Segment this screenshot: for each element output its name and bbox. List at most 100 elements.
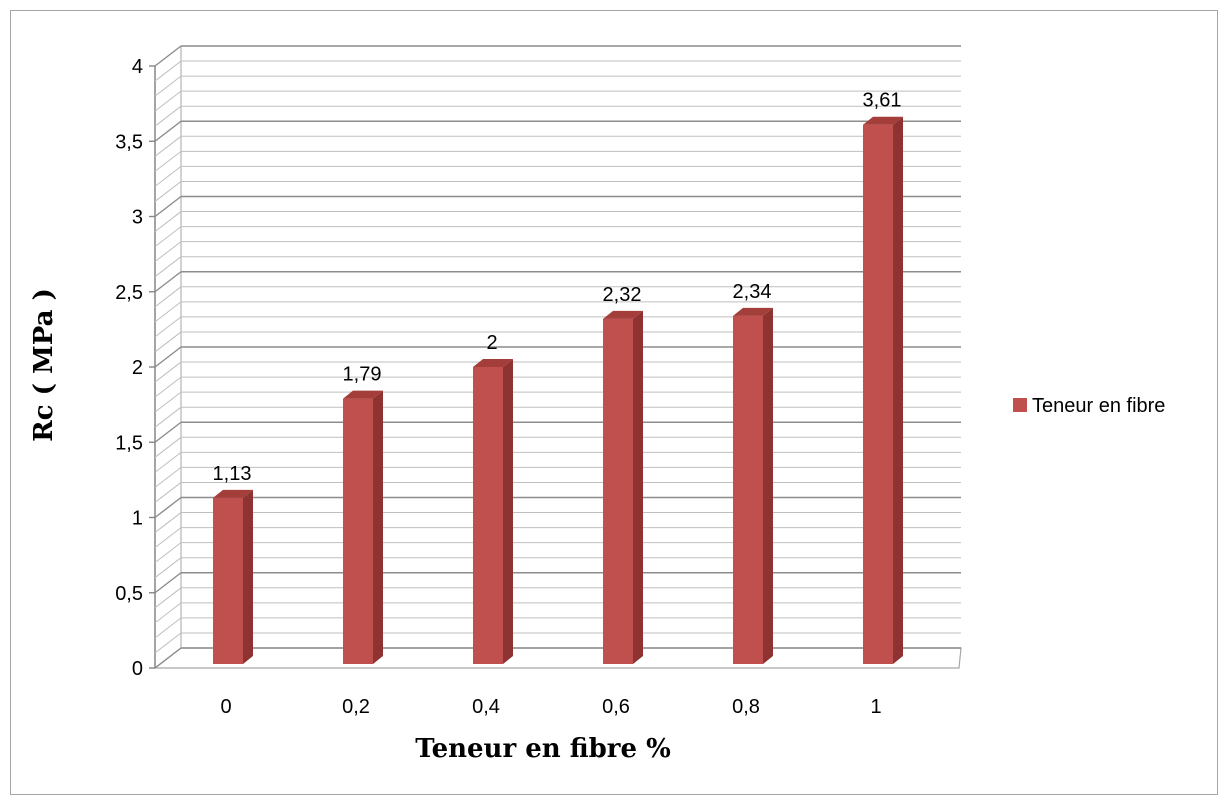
y-tick-label: 2,5 bbox=[115, 282, 143, 304]
bar-front bbox=[863, 124, 893, 664]
gridline-side bbox=[154, 572, 182, 594]
y-tick-label: 3 bbox=[132, 207, 143, 229]
x-tick-label: 0,6 bbox=[602, 696, 630, 718]
gridline-side bbox=[154, 60, 182, 82]
y-axis-title: Rc ( MPa ) bbox=[29, 288, 59, 442]
gridline-side bbox=[154, 617, 182, 639]
bar-0,6 bbox=[603, 310, 643, 664]
y-tick-label: 3,5 bbox=[115, 131, 143, 153]
x-axis-title: Teneur en fibre % bbox=[415, 734, 671, 764]
data-label: 2,32 bbox=[603, 284, 642, 306]
gridline-side bbox=[154, 286, 182, 308]
y-tick-label: 0,5 bbox=[115, 583, 143, 605]
gridline-side bbox=[154, 542, 182, 564]
x-tick-label: 0,2 bbox=[342, 696, 370, 718]
y-tick-label: 1 bbox=[132, 508, 143, 530]
gridline-side bbox=[154, 331, 182, 353]
floor bbox=[153, 647, 962, 669]
gridlines bbox=[149, 45, 961, 669]
plot-walls bbox=[153, 46, 962, 669]
bar-top bbox=[863, 116, 903, 125]
bar-0,8 bbox=[733, 307, 773, 664]
gridline-side bbox=[154, 256, 182, 278]
data-label: 3,61 bbox=[863, 90, 902, 112]
y-tick-label: 2 bbox=[132, 357, 143, 379]
x-tick-label: 0,4 bbox=[472, 696, 500, 718]
data-label: 2,34 bbox=[733, 281, 772, 303]
bar-0,2 bbox=[343, 390, 383, 664]
legend: Teneur en fibre bbox=[1013, 395, 1165, 417]
x-tick-label: 0,8 bbox=[732, 696, 760, 718]
bar-front bbox=[473, 367, 503, 664]
bar-top bbox=[213, 489, 253, 498]
bar-top bbox=[473, 359, 513, 367]
bars bbox=[213, 116, 903, 664]
gridline-side bbox=[154, 496, 182, 519]
bar-1 bbox=[863, 116, 903, 664]
y-tick-label: 4 bbox=[132, 56, 143, 78]
gridline-side bbox=[154, 632, 182, 654]
gridline-side bbox=[154, 226, 182, 247]
gridline-side bbox=[154, 361, 182, 383]
data-label: 2 bbox=[486, 332, 497, 354]
gridline-side bbox=[154, 150, 182, 172]
gridline-side bbox=[154, 482, 182, 503]
gridline-side bbox=[154, 181, 182, 202]
gridline-side bbox=[154, 195, 182, 218]
gridline-side bbox=[154, 527, 182, 548]
gridline-side bbox=[154, 512, 182, 533]
gridline-side bbox=[154, 647, 182, 669]
bar-front bbox=[733, 315, 763, 664]
data-label: 1,13 bbox=[213, 463, 252, 485]
data-label: 1,79 bbox=[343, 364, 382, 386]
legend-swatch bbox=[1013, 398, 1027, 412]
x-tick-label: 0 bbox=[220, 696, 231, 718]
gridline-side bbox=[154, 75, 182, 97]
gridline-side bbox=[154, 166, 182, 187]
bar-side bbox=[373, 390, 383, 664]
bar-front bbox=[603, 318, 633, 664]
y-tick-labels: 0 0,5 1 1,5 2 2,5 3 3,5 4 bbox=[115, 56, 143, 680]
gridline-side bbox=[154, 120, 182, 142]
bar-side bbox=[243, 489, 253, 664]
gridline-side bbox=[154, 391, 182, 413]
gridline-side bbox=[154, 376, 182, 398]
gridline-side bbox=[154, 241, 182, 263]
x-tick-labels: 0 0,2 0,4 0,6 0,8 1 bbox=[220, 696, 881, 718]
gridline-side bbox=[154, 90, 182, 112]
data-labels: 1,13 1,79 2 2,32 2,34 3,61 bbox=[213, 90, 902, 485]
bar-front bbox=[213, 497, 243, 664]
bar-side bbox=[503, 359, 513, 664]
bar-side bbox=[763, 307, 773, 664]
bar-top bbox=[603, 310, 643, 319]
gridline-side bbox=[154, 316, 182, 338]
gridline-side bbox=[154, 271, 182, 293]
x-tick-label: 1 bbox=[870, 696, 881, 718]
gridline-side bbox=[154, 421, 182, 443]
bar-side bbox=[633, 310, 643, 664]
gridline-side bbox=[154, 45, 182, 67]
bar-0 bbox=[213, 489, 253, 664]
gridline-side bbox=[154, 105, 182, 127]
gridline-side bbox=[154, 211, 182, 232]
gridline-side bbox=[154, 346, 182, 368]
gridline-side bbox=[154, 436, 182, 458]
gridline-side bbox=[154, 587, 182, 609]
bar-0,4 bbox=[473, 359, 513, 664]
gridline-side bbox=[154, 301, 182, 323]
chart-frame bbox=[10, 10, 1218, 795]
gridline-side bbox=[154, 451, 182, 473]
legend-label: Teneur en fibre bbox=[1032, 395, 1165, 417]
gridline-side bbox=[154, 135, 182, 157]
gridline-side bbox=[154, 602, 182, 624]
bar-top bbox=[343, 390, 383, 399]
gridline-side bbox=[154, 406, 182, 428]
y-tick-label: 0 bbox=[132, 658, 143, 680]
gridline-side bbox=[154, 467, 182, 488]
bar-top bbox=[733, 307, 773, 316]
y-tick-label: 1,5 bbox=[115, 432, 143, 454]
bar-side bbox=[893, 116, 903, 664]
bar-front bbox=[343, 398, 373, 664]
gridline-side bbox=[154, 557, 182, 579]
